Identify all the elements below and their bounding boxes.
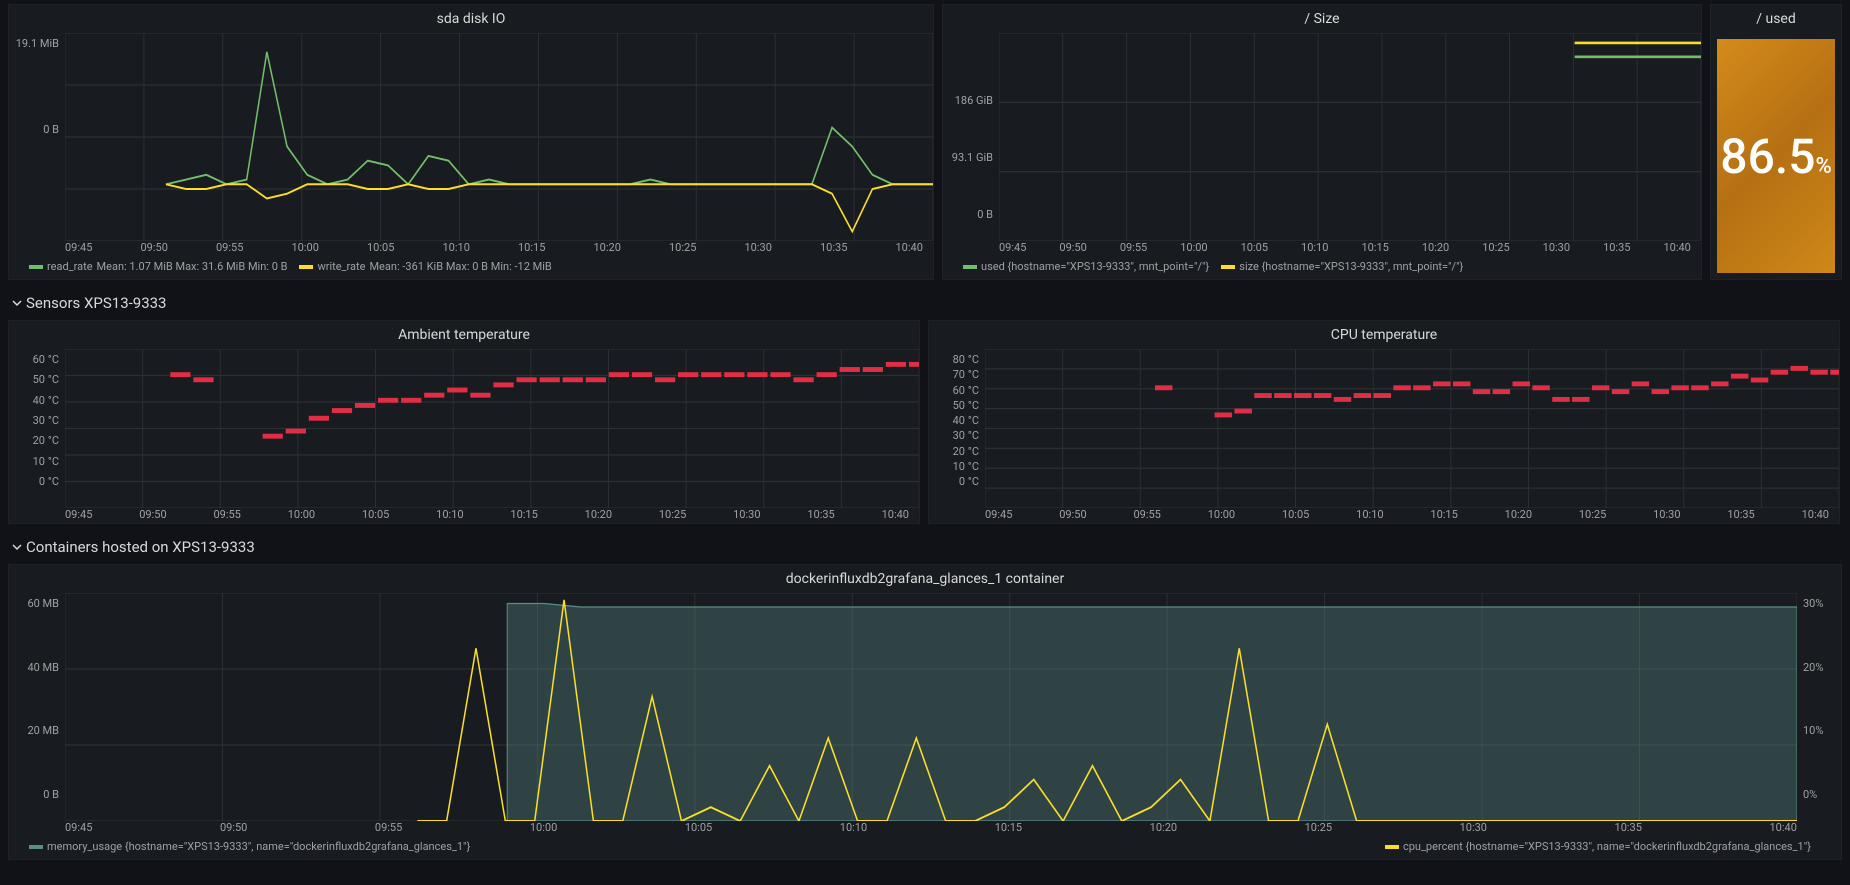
x-axis: 09:4509:5009:5510:0010:0510:1010:1510:20… [9, 508, 919, 523]
chevron-down-icon [12, 298, 22, 308]
y-axis: 19.1 MiB 0 B [9, 33, 65, 241]
swatch-icon [1221, 265, 1235, 269]
x-axis: 09:4509:5009:5510:0010:0510:1010:1510:20… [943, 241, 1701, 256]
section-header-containers[interactable]: Containers hosted on XPS13-9333 [0, 528, 1850, 560]
legend: used {hostname="XPS13-9333", mnt_point="… [943, 256, 1701, 279]
x-axis: 09:4509:5009:5510:0010:0510:1010:1510:20… [9, 821, 1841, 836]
panel-container[interactable]: dockerinfluxdb2grafana_glances_1 contain… [8, 564, 1842, 860]
chart-area: 80 °C70 °C60 °C50 °C40 °C30 °C20 °C10 °C… [929, 349, 1839, 508]
legend: memory_usage {hostname="XPS13-9333", nam… [9, 836, 1841, 859]
legend-item-write[interactable]: write_rate Mean: -361 KiB Max: 0 B Min: … [299, 260, 551, 273]
legend: read_rate Mean: 1.07 MiB Max: 31.6 MiB M… [9, 256, 933, 279]
panel-title: CPU temperature [929, 321, 1839, 349]
chart-area: 19.1 MiB 0 B [9, 33, 933, 241]
legend-item-cpu[interactable]: cpu_percent {hostname="XPS13-9333", name… [1385, 840, 1811, 853]
panel-ambient[interactable]: Ambient temperature 60 °C50 °C40 °C30 °C… [8, 320, 920, 524]
gauge-value: 86.5% [1720, 128, 1831, 185]
chart-area: 186 GiB 93.1 GiB 0 B [943, 33, 1701, 241]
panel-disk-io[interactable]: sda disk IO 19.1 MiB 0 B 09:4509:5009:55… [8, 4, 934, 280]
swatch-icon [29, 265, 43, 269]
y-axis: 80 °C70 °C60 °C50 °C40 °C30 °C20 °C10 °C… [929, 349, 985, 508]
y-axis-right: 30%20%10%0% [1797, 593, 1841, 821]
chevron-down-icon [12, 542, 22, 552]
plot-cpu [985, 349, 1839, 508]
y-axis: 186 GiB 93.1 GiB 0 B [943, 33, 999, 241]
row-1: sda disk IO 19.1 MiB 0 B 09:4509:5009:55… [0, 0, 1850, 284]
x-axis: 09:4509:5009:5510:0010:0510:1010:1510:20… [9, 241, 933, 256]
swatch-icon [1385, 845, 1399, 849]
swatch-icon [299, 265, 313, 269]
y-axis: 60 °C50 °C40 °C30 °C20 °C10 °C0 °C [9, 349, 65, 508]
panel-title: sda disk IO [9, 5, 933, 33]
panel-size[interactable]: / Size 186 GiB 93.1 GiB 0 B 09:4509:5009… [942, 4, 1702, 280]
y-axis-left: 60 MB40 MB20 MB0 B [9, 593, 65, 821]
row-3: dockerinfluxdb2grafana_glances_1 contain… [0, 560, 1850, 864]
plot-disk [65, 33, 933, 241]
swatch-icon [29, 845, 43, 849]
section-header-sensors[interactable]: Sensors XPS13-9333 [0, 284, 1850, 316]
legend-item-read[interactable]: read_rate Mean: 1.07 MiB Max: 31.6 MiB M… [29, 260, 287, 273]
legend-item-total[interactable]: size {hostname="XPS13-9333", mnt_point="… [1221, 260, 1463, 273]
row-2: Ambient temperature 60 °C50 °C40 °C30 °C… [0, 316, 1850, 528]
panel-title: / Size [943, 5, 1701, 33]
plot-container [65, 593, 1797, 821]
gauge: 86.5% [1717, 39, 1835, 273]
legend-item-used[interactable]: used {hostname="XPS13-9333", mnt_point="… [963, 260, 1209, 273]
chart-area: 60 MB40 MB20 MB0 B 30%20%10%0% [9, 593, 1841, 821]
plot-ambient [65, 349, 919, 508]
panel-title: Ambient temperature [9, 321, 919, 349]
legend-item-mem[interactable]: memory_usage {hostname="XPS13-9333", nam… [29, 840, 470, 853]
swatch-icon [963, 265, 977, 269]
panel-title: / used [1711, 5, 1841, 33]
panel-cpu[interactable]: CPU temperature 80 °C70 °C60 °C50 °C40 °… [928, 320, 1840, 524]
plot-size [999, 33, 1701, 241]
panel-used-gauge[interactable]: / used 86.5% [1710, 4, 1842, 280]
x-axis: 09:4509:5009:5510:0010:0510:1010:1510:20… [929, 508, 1839, 523]
chart-area: 60 °C50 °C40 °C30 °C20 °C10 °C0 °C [9, 349, 919, 508]
panel-title: dockerinfluxdb2grafana_glances_1 contain… [9, 565, 1841, 593]
